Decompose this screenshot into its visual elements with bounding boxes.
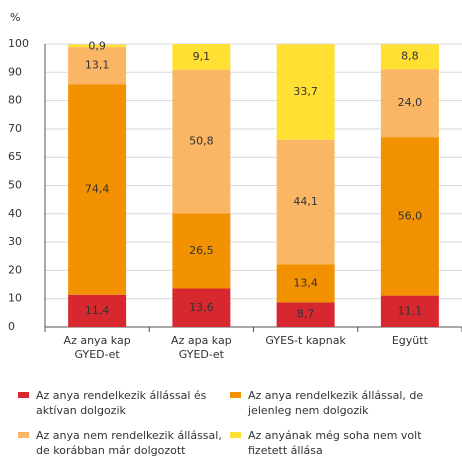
legend-label: Az anya rendelkezik állással, de jelenle… (248, 389, 424, 417)
y-tick-label: 90 (8, 65, 22, 78)
value-label: 8,7 (297, 308, 315, 321)
bar-segment (172, 288, 231, 327)
legend-entry: Az anya rendelkezik állással és aktívan … (18, 388, 236, 418)
y-tick-label: 100 (8, 37, 29, 50)
legend-swatch (230, 432, 241, 438)
value-label: 33,7 (293, 85, 318, 98)
legend-swatch (230, 392, 241, 398)
bar-segment (172, 44, 231, 70)
value-label: 13,6 (189, 301, 214, 314)
y-tick-label: 20 (8, 263, 22, 276)
value-label: 44,1 (293, 195, 318, 208)
value-label: 26,5 (189, 244, 214, 257)
legend-label: Az anya nem rendelkezik állással, de kor… (36, 429, 222, 457)
legend-swatch (18, 432, 29, 438)
value-label: 11,1 (398, 304, 423, 317)
y-tick-label: 70 (8, 122, 22, 135)
bar-segment (380, 137, 439, 296)
y-tick-label: 0 (8, 320, 15, 333)
bar-segment (68, 44, 127, 48)
x-tick-label: GYES-t kapnak (265, 334, 346, 347)
bar-segment (68, 47, 127, 85)
value-label: 0,9 (88, 40, 106, 53)
value-label: 8,8 (401, 50, 419, 63)
x-tick-label: Az apa kap GYED-et (171, 334, 232, 361)
legend-label: Az anyának még soha nem volt fizetett ál… (248, 429, 422, 457)
bar-segment (276, 139, 335, 265)
bar-segment (68, 294, 127, 327)
legend-entry: Az anyának még soha nem volt fizetett ál… (230, 428, 448, 458)
legend-entry: Az anya nem rendelkezik állással, de kor… (18, 428, 236, 458)
y-tick-label: 80 (8, 94, 22, 107)
y-tick-label: 30 (8, 235, 22, 248)
value-label: 11,4 (85, 304, 110, 317)
value-label: 13,1 (85, 59, 110, 72)
legend-swatch (18, 392, 29, 398)
value-label: 9,1 (193, 50, 211, 63)
x-tick-label: Együtt (391, 334, 428, 347)
bar-segment (276, 302, 335, 327)
legend-label: Az anya rendelkezik állással és aktívan … (36, 389, 207, 417)
y-tick-label: 65 (8, 150, 22, 163)
y-tick-label: 10 (8, 292, 22, 305)
bar-segment (68, 84, 127, 295)
bar-segment (380, 44, 439, 70)
y-unit: % (10, 11, 20, 24)
x-tick-label: Az anya kap GYED-et (63, 334, 131, 361)
y-tick-label: 50 (8, 179, 22, 192)
bar-segment (172, 69, 231, 214)
bar-segment (276, 44, 335, 140)
legend-entry: Az anya rendelkezik állással, de jelenle… (230, 388, 448, 418)
y-tick-label: 40 (8, 207, 22, 220)
value-label: 56,0 (398, 209, 423, 222)
bar-segment (380, 69, 439, 138)
value-label: 13,4 (293, 276, 318, 289)
bar-segment (276, 264, 335, 303)
value-label: 50,8 (189, 135, 214, 148)
value-label: 24,0 (398, 96, 423, 109)
bar-segment (380, 295, 439, 327)
bar-segment (172, 213, 231, 289)
value-label: 74,4 (85, 182, 110, 195)
